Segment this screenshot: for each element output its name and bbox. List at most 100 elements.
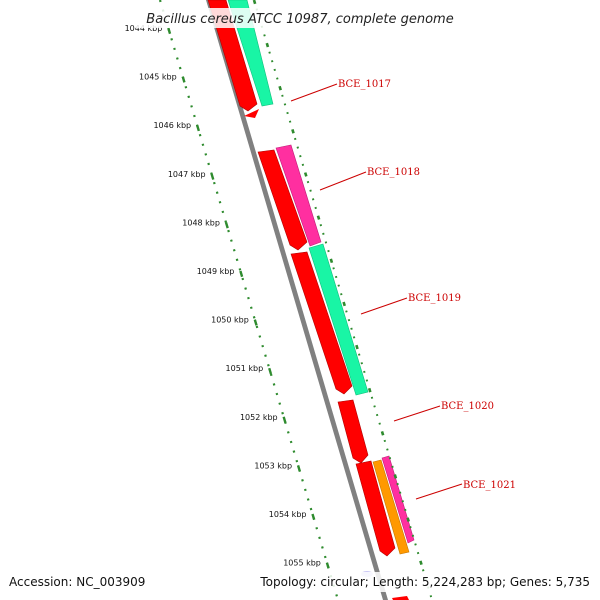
outer-ring-tick [329,258,334,264]
ruler-minor-tick [247,296,250,300]
outer-ring-tick [373,405,376,408]
gene-track-red-1018[interactable] [257,149,308,251]
outer-ring-tick [314,206,317,210]
ruler-minor-tick [275,392,279,396]
outer-ring-tick [263,34,266,37]
ruler-minor-tick [204,153,208,156]
ruler-minor-tick [301,479,304,482]
ruler-minor-tick [173,47,176,51]
outer-ring-tick [357,353,361,356]
ruler-minor-tick [323,555,327,559]
outer-ring-tick [414,543,417,546]
gene-label-bce-1021[interactable]: BCE_1021 [463,480,516,491]
gene-labels: BCE_1017 BCE_1018 BCE_1019 BCE_1020 BCE_… [290,79,516,500]
ruler-minor-tick [244,287,247,290]
gene-track-red-1019[interactable] [290,251,353,395]
title-background [136,8,466,28]
gene-label-bce-1017[interactable]: BCE_1017 [338,79,391,90]
ruler-major-tick [239,270,244,278]
outer-ring-tick [380,431,385,436]
outer-ring-tick [309,189,312,192]
ruler-minor-tick [238,268,242,271]
outer-ring-tick [416,551,420,555]
outer-ring-tick [334,275,338,279]
ruler-tick-label: 1046 kbp [153,121,191,130]
leader-line-bce-1020 [393,405,441,422]
cds-track-magenta-1018[interactable] [275,144,322,247]
outer-ring-tick [268,51,271,54]
cds-track-magenta-1021[interactable] [381,455,415,544]
ruler-minor-tick [212,181,216,185]
ruler-minor-tick [264,354,267,357]
footer-background [0,572,600,592]
ruler-minor-tick [235,258,239,262]
outer-ring-tick [316,215,321,220]
outer-ring-tick [404,508,407,512]
ruler-major-tick [210,173,215,180]
ruler-minor-tick [292,450,296,453]
ruler-minor-tick [221,210,225,214]
ruler-major-tick [167,27,172,35]
outer-ring-tick [306,180,310,184]
ruler-minor-tick [252,316,256,319]
outer-ring-tick [388,457,392,460]
outer-ring-tick [401,500,404,503]
ruler-minor-tick [224,220,228,223]
outer-ring-tick [360,362,363,365]
ruler-minor-tick [230,239,233,242]
ruler-major-tick [311,513,316,521]
ruler-tick-label: 1050 kbp [211,316,249,325]
outer-ring-tick [322,232,325,235]
outer-ring-tick [340,293,343,296]
outer-ring-tick [270,60,274,63]
ruler-minor-tick [315,526,319,530]
gene-track-red-1021[interactable] [355,460,396,557]
outer-ring-tick [386,448,389,451]
genome-summary-text: Topology: circular; Length: 5,224,283 bp… [259,575,590,589]
gene-label-bce-1019[interactable]: BCE_1019 [408,293,461,304]
ruler-minor-tick [321,546,324,549]
gene-label-bce-1018[interactable]: BCE_1018 [367,167,420,178]
outer-ring-tick [352,336,356,339]
ruler-major-tick [195,124,200,132]
ruler-minor-tick [289,440,293,444]
ruler-minor-tick [335,594,338,597]
ruler-minor-tick [190,105,193,108]
ruler-tick-label: 1045 kbp [139,73,177,82]
outer-ring-tick [276,77,279,80]
outer-ring-tick [332,267,335,270]
outer-ring-tick [363,370,366,374]
outer-ring-tick [252,0,257,5]
gene-track-red-1020[interactable] [337,399,369,464]
outer-ring-tick [406,517,410,522]
gene-label-bce-1020[interactable]: BCE_1020 [441,401,494,412]
ruler-minor-tick [306,498,310,501]
ruler-minor-tick [249,306,253,310]
ruler-minor-tick [309,507,313,511]
ruler-minor-tick [207,162,210,166]
ruler-minor-tick [258,335,262,338]
outer-ring-tick [367,387,372,393]
outer-ring-tick [342,301,346,307]
outer-ring-tick [375,413,379,417]
ruler-tick-label: 1053 kbp [254,461,292,470]
gene-track-red-next [392,596,409,600]
ruler-minor-tick [198,133,202,137]
gene-track-red-1017-tail [244,109,259,118]
ruler-major-tick [282,416,287,423]
outer-ring-tick [288,120,292,123]
outer-ring-tick [286,111,289,115]
ruler-minor-tick [201,143,205,147]
ruler-minor-tick [178,66,182,70]
cds-track-green-1019[interactable] [308,243,369,396]
outer-ring-tick [378,422,381,425]
outer-ring-tick [383,439,387,443]
outer-ring-tick [429,595,433,598]
leader-line-bce-1018 [319,171,367,191]
cds-track-orange-1021[interactable] [372,459,410,555]
ruler-minor-tick [215,191,219,194]
outer-ring-tick [409,526,412,529]
leader-line-bce-1019 [360,297,408,315]
ruler-minor-tick [295,459,299,463]
outer-ring-tick [337,284,340,287]
